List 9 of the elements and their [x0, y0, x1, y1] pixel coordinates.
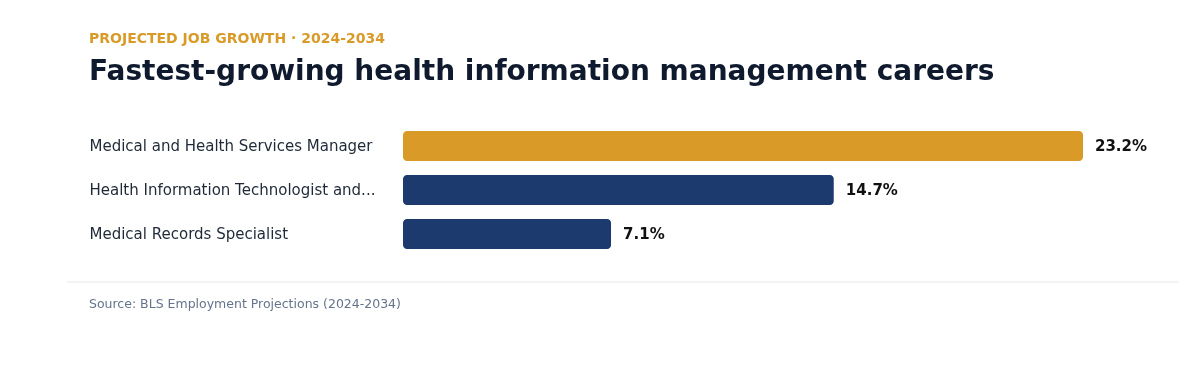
chart-title: Fastest-growing health information management careers: [89, 54, 995, 87]
y-tick-label: Health Information Technologist and...: [89, 181, 376, 199]
data-label: 23.2%: [1095, 137, 1148, 155]
y-tick-label: Medical Records Specialist: [89, 225, 289, 243]
data-label: 14.7%: [845, 181, 898, 199]
text: PROJECTED JOB GROWTH · 2024-2034: [89, 30, 386, 46]
y-tick-label: Medical and Health Services Manager: [89, 137, 374, 155]
source-note: Source: BLS Employment Projections (2024-2034): [89, 296, 401, 311]
data-label: 7.1%: [623, 225, 665, 243]
